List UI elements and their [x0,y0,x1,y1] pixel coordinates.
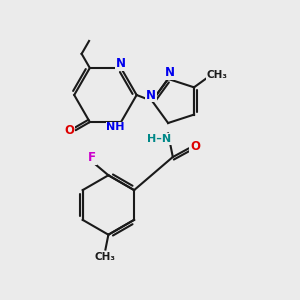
Text: CH₃: CH₃ [95,252,116,262]
Text: N: N [116,57,126,70]
Text: N: N [165,67,175,80]
Text: NH: NH [106,122,125,132]
Text: O: O [190,140,200,153]
Text: F: F [88,151,96,164]
Text: O: O [64,124,74,137]
Text: CH₃: CH₃ [207,70,228,80]
Text: H–N: H–N [147,134,171,144]
Text: N: N [146,88,156,101]
